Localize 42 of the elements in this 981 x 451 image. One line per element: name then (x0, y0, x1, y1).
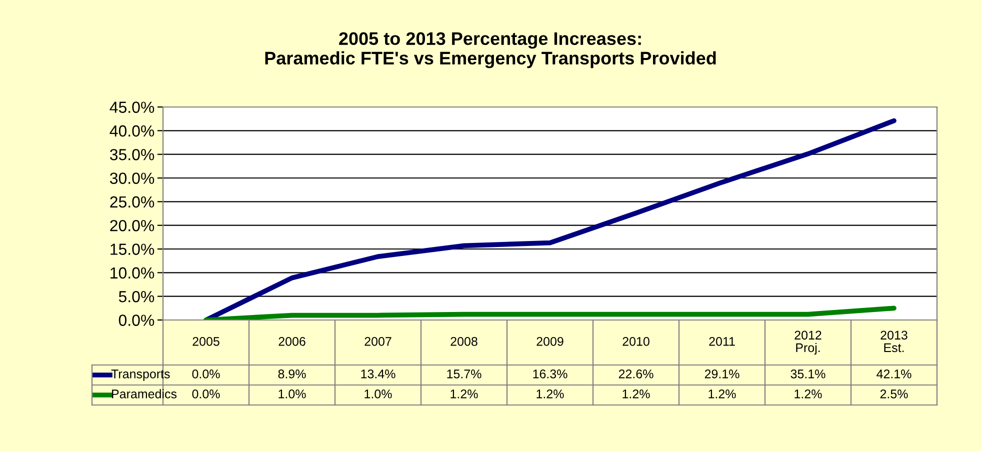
x-tick-label: 2009 (536, 337, 564, 346)
y-tick-label: 35.0% (110, 148, 154, 160)
y-tick-label: 25.0% (110, 196, 154, 208)
y-tick-label: 0.0% (118, 314, 154, 326)
x-tick-label: 2005 (192, 337, 220, 346)
data-label: 13.4% (361, 370, 396, 378)
data-label: 16.3% (533, 370, 568, 378)
data-label: 1.2% (536, 390, 564, 398)
y-tick-label: 45.0% (110, 102, 154, 113)
x-tick-label: 2013 Est. (880, 330, 908, 352)
y-tick-label: 20.0% (110, 220, 154, 232)
y-tick-label: 15.0% (110, 244, 154, 255)
data-label: 1.0% (364, 390, 392, 398)
data-label: 0.0% (192, 390, 220, 398)
data-label: 1.2% (794, 390, 822, 398)
x-tick-label: 2012 Proj. (794, 330, 822, 355)
x-tick-label: 2008 (450, 337, 478, 346)
data-label: 1.2% (708, 390, 736, 398)
x-tick-label: 2011 (709, 337, 735, 346)
legend-label: Paramedics (112, 389, 177, 398)
data-label: 8.9% (278, 370, 306, 378)
line-series (204, 306, 896, 320)
data-label: 1.0% (278, 390, 306, 398)
data-label: 22.6% (618, 370, 654, 378)
y-tick-label: 40.0% (110, 125, 154, 137)
y-tick-label: 5.0% (118, 290, 154, 302)
y-tick-label: 30.0% (110, 172, 154, 184)
data-label: 42.1% (876, 370, 912, 378)
x-tick-label: 2006 (278, 337, 306, 346)
data-label: 29.1% (704, 370, 740, 378)
data-label: 2.5% (880, 390, 908, 398)
data-label: 35.1% (790, 370, 826, 378)
x-tick-label: 2007 (364, 337, 392, 346)
chart-title: 2005 to 2013 Percentage Increases: Paramedic FTE's vs Emergency Transports Provided (265, 32, 716, 68)
y-tick-label: 10.0% (110, 267, 154, 279)
data-label: 15.7% (447, 370, 482, 378)
x-tick-label: 2010 (622, 337, 650, 346)
legend-label: Transports (111, 370, 170, 381)
line-series (204, 118, 896, 320)
data-label: 1.2% (450, 390, 478, 398)
data-label: 1.2% (622, 390, 650, 398)
data-label: 0.0% (192, 370, 220, 378)
